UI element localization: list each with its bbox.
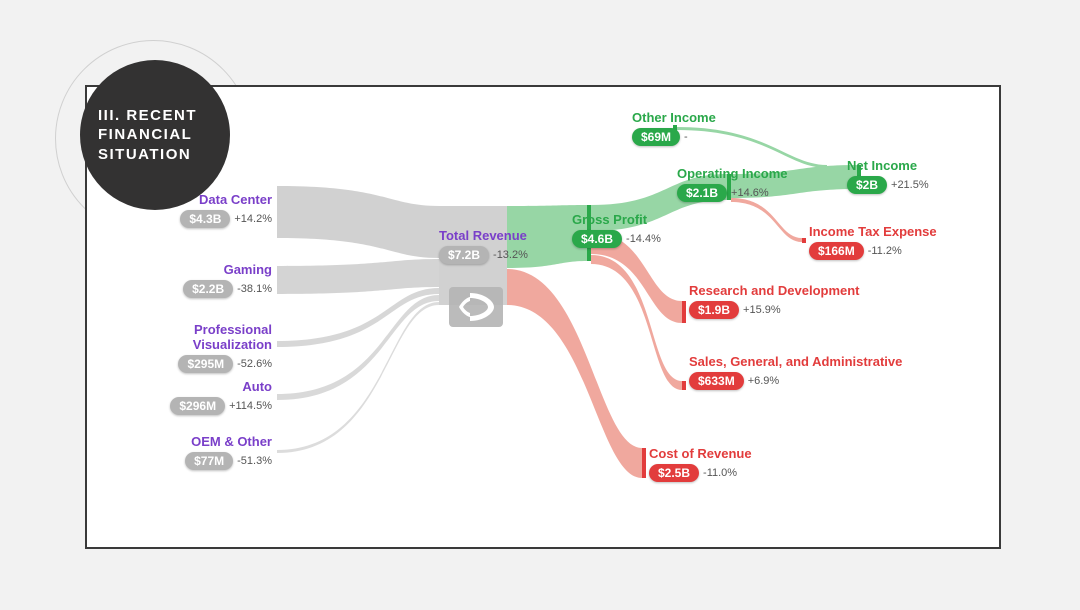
node-research-development: Research and Development $1.9B +15.9% bbox=[689, 284, 860, 319]
label: Operating Income bbox=[677, 167, 788, 182]
node-other-income: Other Income $69M- bbox=[632, 111, 716, 146]
value-pill: $4.3B bbox=[180, 210, 230, 228]
node-professional-visualization: Professional Visualization $295M -52.6% bbox=[117, 323, 272, 373]
value-pill: $296M bbox=[170, 397, 225, 415]
value-pill: $77M bbox=[185, 452, 233, 470]
node-operating-income: Operating Income $2.1B +14.6% bbox=[677, 167, 788, 202]
value-pill: $2B bbox=[847, 176, 887, 194]
value-pill: $166M bbox=[809, 242, 864, 260]
node-gross-profit: Gross Profit $4.6B -14.4% bbox=[572, 213, 661, 248]
value-pill: $1.9B bbox=[689, 301, 739, 319]
label: Other Income bbox=[632, 111, 716, 126]
label: Cost of Revenue bbox=[649, 447, 752, 462]
pct: -14.4% bbox=[626, 233, 661, 245]
value-pill: $4.6B bbox=[572, 230, 622, 248]
node-income-tax: Income Tax Expense $166M -11.2% bbox=[809, 225, 937, 260]
label: Professional Visualization bbox=[117, 323, 272, 353]
pct: - bbox=[684, 131, 688, 143]
label: Net Income bbox=[847, 159, 929, 174]
section-heading-badge: III. RECENT FINANCIAL SITUATION bbox=[80, 60, 230, 210]
value-pill: $2.2B bbox=[183, 280, 233, 298]
label: Income Tax Expense bbox=[809, 225, 937, 240]
label: OEM & Other bbox=[117, 435, 272, 450]
label: Gross Profit bbox=[572, 213, 661, 228]
pct: -11.0% bbox=[703, 467, 737, 479]
label: Auto bbox=[117, 380, 272, 395]
pct: +6.9% bbox=[748, 375, 780, 387]
node-total-revenue: Total Revenue $7.2B -13.2% bbox=[439, 229, 528, 264]
pct: -38.1% bbox=[237, 283, 272, 295]
pct: +114.5% bbox=[229, 400, 272, 412]
pct: -13.2% bbox=[493, 249, 528, 261]
value-pill: $2.5B bbox=[649, 464, 699, 482]
pct: -11.2% bbox=[868, 245, 902, 257]
label: Total Revenue bbox=[439, 229, 528, 244]
value-pill: $7.2B bbox=[439, 246, 489, 264]
node-gaming: Gaming $2.2B -38.1% bbox=[117, 263, 272, 298]
node-auto: Auto $296M +114.5% bbox=[117, 380, 272, 415]
pct: +15.9% bbox=[743, 304, 781, 316]
value-pill: $69M bbox=[632, 128, 680, 146]
node-sga: Sales, General, and Administrative $633M… bbox=[689, 355, 902, 390]
value-pill: $295M bbox=[178, 355, 233, 373]
value-pill: $2.1B bbox=[677, 184, 727, 202]
section-heading: III. RECENT FINANCIAL SITUATION bbox=[98, 106, 212, 165]
node-oem-other: OEM & Other $77M -51.3% bbox=[117, 435, 272, 470]
node-net-income: Net Income $2B +21.5% bbox=[847, 159, 929, 194]
label: Research and Development bbox=[689, 284, 860, 299]
label: Gaming bbox=[117, 263, 272, 278]
pct: -52.6% bbox=[237, 358, 272, 370]
label: Sales, General, and Administrative bbox=[689, 355, 902, 370]
pct: +14.2% bbox=[234, 213, 272, 225]
value-pill: $633M bbox=[689, 372, 744, 390]
pct: +14.6% bbox=[731, 187, 769, 199]
pct: +21.5% bbox=[891, 179, 929, 191]
nvidia-logo-icon bbox=[449, 287, 503, 327]
node-cost-of-revenue: Cost of Revenue $2.5B -11.0% bbox=[649, 447, 752, 482]
pct: -51.3% bbox=[237, 455, 272, 467]
